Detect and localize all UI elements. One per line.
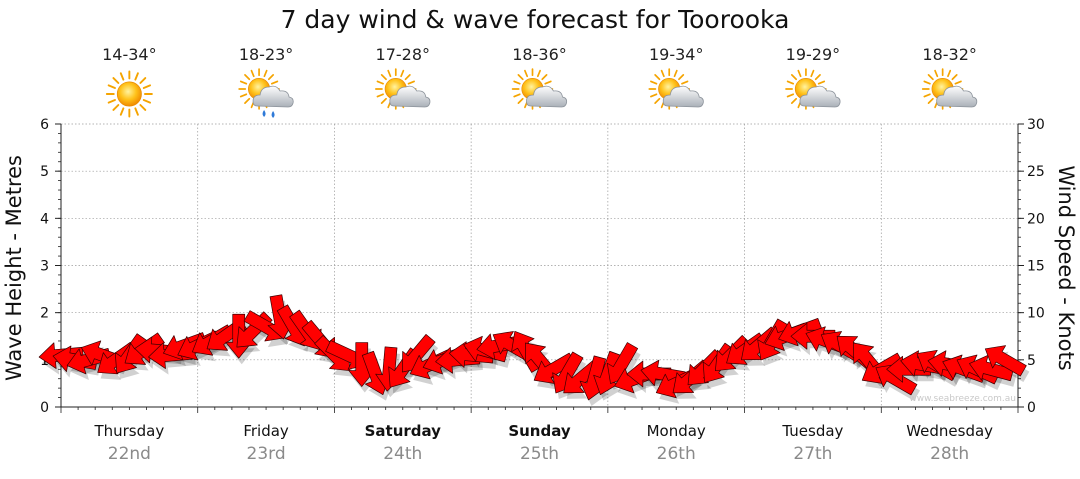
rain-cloud-icon bbox=[238, 68, 294, 118]
day-date: 28th bbox=[930, 444, 969, 464]
left-tick-label: 4 bbox=[40, 211, 49, 227]
day-date: 25th bbox=[520, 444, 559, 464]
wind-arrow bbox=[875, 364, 918, 396]
y-axis-label-right: Wind Speed - Knots bbox=[1054, 165, 1078, 370]
chart-title: 7 day wind & wave forecast for Toorooka bbox=[281, 5, 790, 34]
day-temperature: 18-36° bbox=[512, 45, 567, 64]
day-temperature: 14-34° bbox=[102, 45, 157, 64]
day-temperature: 17-28° bbox=[376, 45, 431, 64]
left-tick-label: 0 bbox=[40, 400, 49, 416]
day-temperature: 19-34° bbox=[649, 45, 704, 64]
right-tick-label: 25 bbox=[1027, 164, 1045, 180]
partly-cloudy-icon bbox=[648, 68, 704, 110]
wind-arrow bbox=[984, 345, 1027, 377]
partly-cloudy-icon bbox=[375, 68, 431, 110]
left-tick-label: 6 bbox=[40, 117, 49, 133]
y-axis-label-left: Wave Height - Metres bbox=[2, 155, 26, 381]
day-date: 22nd bbox=[108, 444, 151, 464]
day-name: Friday bbox=[243, 422, 289, 440]
right-tick-label: 5 bbox=[1027, 353, 1036, 369]
day-name: Wednesday bbox=[906, 422, 993, 440]
watermark-text: www.seabreeze.com.au bbox=[909, 394, 1016, 404]
day-name: Thursday bbox=[93, 422, 164, 440]
wind-arrow bbox=[533, 352, 576, 384]
day-name: Saturday bbox=[365, 422, 442, 440]
day-name: Tuesday bbox=[781, 422, 843, 440]
right-tick-label: 0 bbox=[1027, 400, 1036, 416]
right-tick-label: 30 bbox=[1027, 117, 1045, 133]
day-date: 27th bbox=[793, 444, 832, 464]
day-date: 26th bbox=[657, 444, 696, 464]
day-temperature: 18-23° bbox=[239, 45, 294, 64]
day-name: Monday bbox=[647, 422, 706, 440]
right-tick-label: 15 bbox=[1027, 259, 1045, 275]
day-temperature: 19-29° bbox=[786, 45, 841, 64]
left-tick-label: 2 bbox=[40, 306, 49, 322]
partly-cloudy-icon bbox=[785, 68, 841, 110]
partly-cloudy-icon bbox=[511, 68, 568, 110]
right-tick-label: 20 bbox=[1027, 211, 1045, 227]
sun-icon bbox=[105, 70, 153, 118]
left-tick-label: 5 bbox=[40, 164, 49, 180]
day-date: 23rd bbox=[247, 444, 286, 464]
left-tick-label: 3 bbox=[40, 259, 49, 275]
day-name: Sunday bbox=[508, 422, 571, 440]
right-tick-label: 10 bbox=[1027, 306, 1045, 322]
partly-cloudy-icon bbox=[921, 68, 978, 110]
day-date: 24th bbox=[383, 444, 422, 464]
day-temperature: 18-32° bbox=[922, 45, 977, 64]
